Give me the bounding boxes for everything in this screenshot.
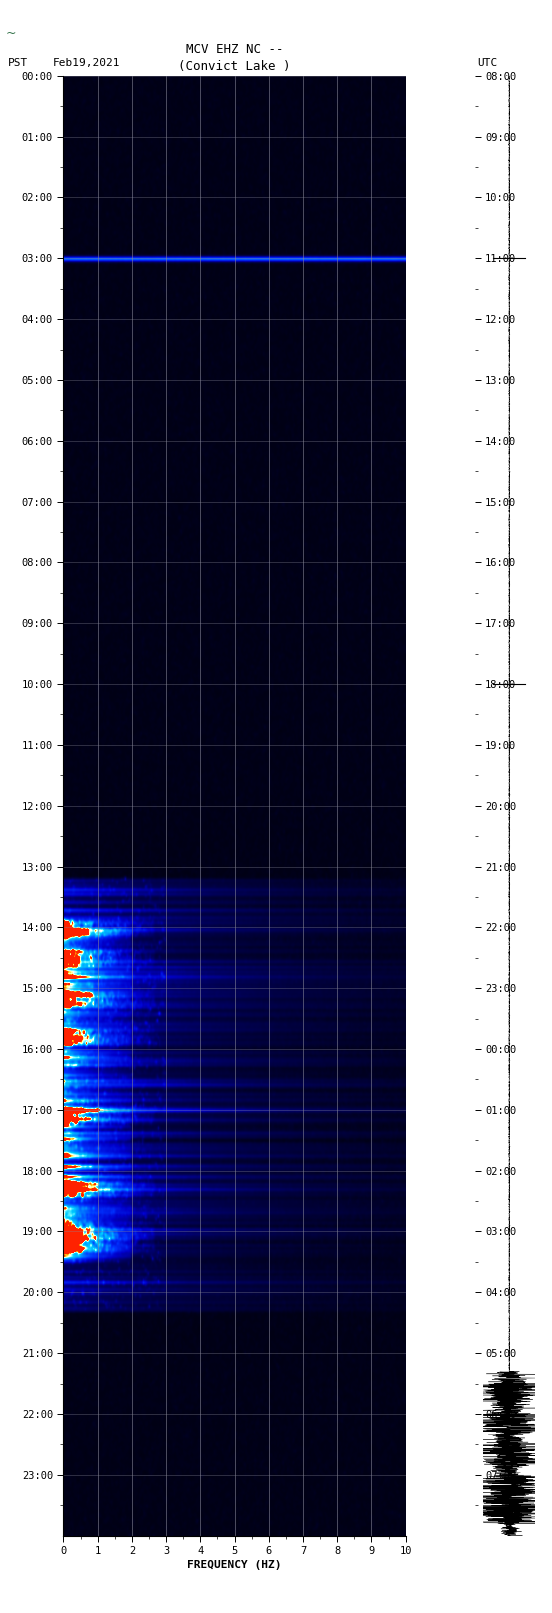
X-axis label: FREQUENCY (HZ): FREQUENCY (HZ) bbox=[187, 1560, 282, 1569]
Text: MCV EHZ NC --: MCV EHZ NC -- bbox=[186, 44, 283, 56]
Text: Feb19,2021: Feb19,2021 bbox=[52, 58, 120, 68]
Text: UTC: UTC bbox=[477, 58, 498, 68]
Text: (Convict Lake ): (Convict Lake ) bbox=[178, 60, 291, 73]
Text: ~: ~ bbox=[6, 26, 16, 40]
Text: PST: PST bbox=[8, 58, 29, 68]
Text: USGS: USGS bbox=[14, 24, 47, 37]
